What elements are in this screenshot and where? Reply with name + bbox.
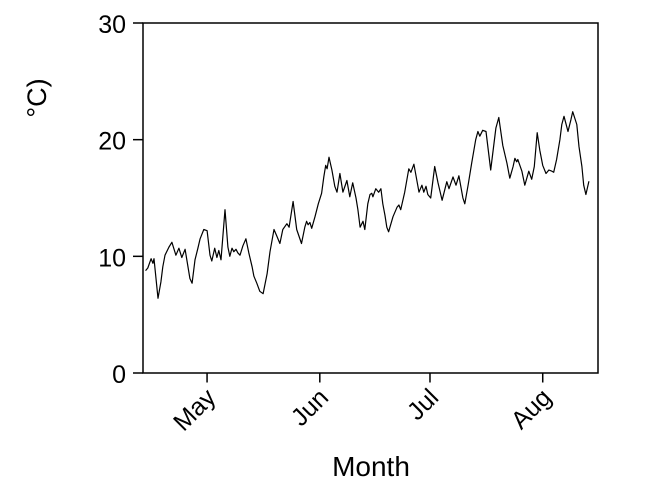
y-tick-label: 0: [112, 361, 126, 389]
y-tick-label: 30: [98, 11, 126, 39]
x-tick-label-may: May: [168, 383, 222, 437]
x-tick-label-jun: Jun: [286, 383, 334, 431]
x-tick-label-aug: Aug: [506, 383, 557, 434]
x-tick-label-jul: Jul: [402, 383, 444, 425]
y-tick-label: 20: [98, 128, 126, 156]
plot-border-box: [142, 22, 599, 374]
y-tick-label: 10: [98, 244, 126, 272]
y-axis: 0 10 20 30: [98, 11, 143, 389]
temperature-line: [145, 111, 590, 299]
y-axis-title: °C): [22, 78, 52, 117]
x-axis: May Jun Jul Aug: [168, 373, 557, 437]
x-axis-title: Month: [332, 451, 410, 482]
